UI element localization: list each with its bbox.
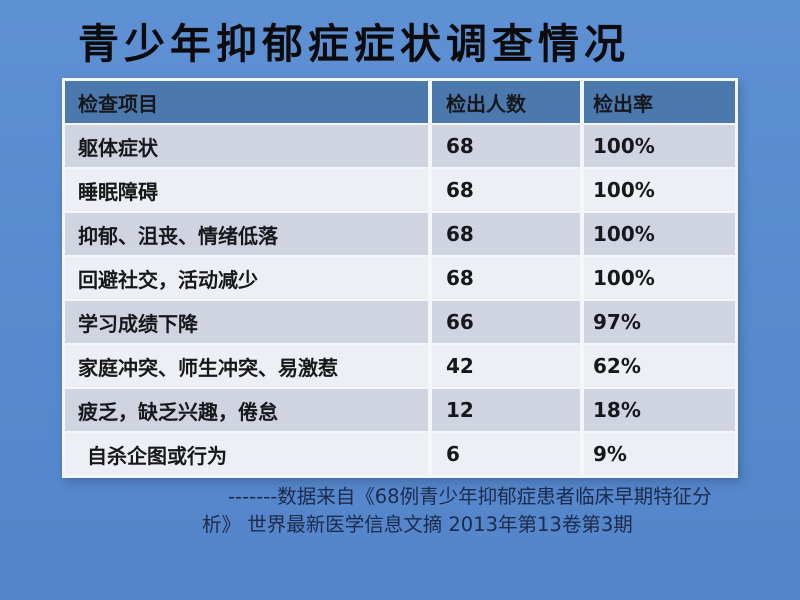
slide-title: 青少年抑郁症症状调查情况 (78, 20, 630, 68)
cell-rate: 18% (584, 389, 735, 431)
cell-item: 家庭冲突、师生冲突、易激惹 (65, 345, 428, 387)
cell-count: 12 (432, 389, 580, 431)
cell-rate: 100% (584, 125, 735, 167)
cell-count: 68 (432, 257, 580, 299)
cell-item: 睡眠障碍 (65, 169, 428, 211)
col-header-count: 检出人数 (432, 81, 580, 123)
footnote-line-1: -------数据来自《68例青少年抑郁症患者临床早期特征分 (228, 485, 712, 508)
cell-item: 疲乏，缺乏兴趣，倦怠 (65, 389, 428, 431)
col-header-item: 检查项目 (65, 81, 428, 123)
cell-count: 42 (432, 345, 580, 387)
cell-rate: 9% (584, 433, 735, 475)
cell-rate: 100% (584, 213, 735, 255)
cell-item: 回避社交，活动减少 (65, 257, 428, 299)
cell-rate: 100% (584, 257, 735, 299)
cell-item: 自杀企图或行为 (65, 433, 428, 475)
cell-rate: 100% (584, 169, 735, 211)
cell-count: 6 (432, 433, 580, 475)
survey-table: 检查项目 检出人数 检出率 躯体症状 68 100% 睡眠障碍 68 100% … (62, 78, 738, 478)
cell-rate: 97% (584, 301, 735, 343)
cell-item: 抑郁、沮丧、情绪低落 (65, 213, 428, 255)
cell-item: 学习成绩下降 (65, 301, 428, 343)
footnote-line-2: 析》 世界最新医学信息文摘 2013年第13卷第3期 (202, 513, 633, 536)
source-footnote: -------数据来自《68例青少年抑郁症患者临床早期特征分 析》 世界最新医学… (202, 483, 732, 539)
cell-rate: 62% (584, 345, 735, 387)
cell-count: 68 (432, 169, 580, 211)
cell-item: 躯体症状 (65, 125, 428, 167)
cell-count: 68 (432, 213, 580, 255)
cell-count: 68 (432, 125, 580, 167)
col-header-rate: 检出率 (584, 81, 735, 123)
cell-count: 66 (432, 301, 580, 343)
